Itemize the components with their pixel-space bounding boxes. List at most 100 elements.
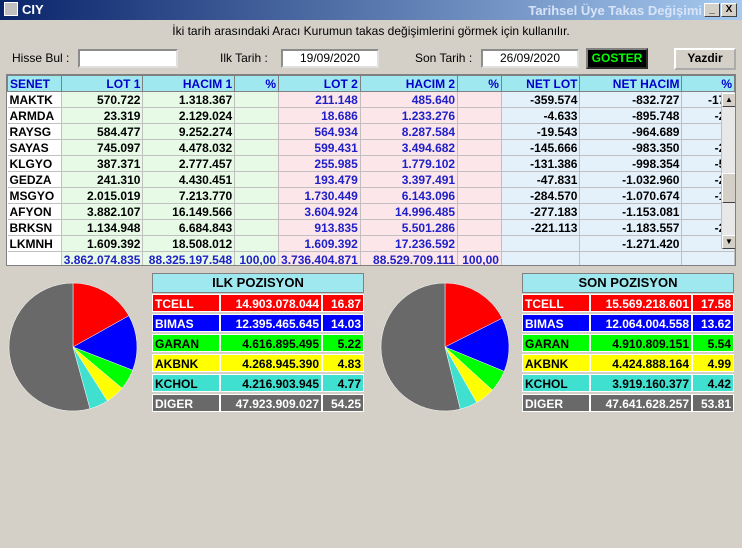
position-value: 4.268.945.390 bbox=[220, 354, 322, 372]
ilk-position-row: DIGER 47.923.909.027 54.25 bbox=[152, 394, 364, 412]
window-title: Tarihsel Üye Takas Değişimi bbox=[528, 3, 702, 18]
table-cell: 18.508.012 bbox=[142, 235, 236, 252]
table-cell: 913.835 bbox=[278, 219, 361, 236]
table-cell bbox=[234, 91, 280, 108]
total-cell: 100,00 bbox=[234, 251, 280, 265]
col-header-pct3[interactable]: % bbox=[681, 75, 735, 92]
son-position-row: AKBNK 4.424.888.164 4.99 bbox=[522, 354, 734, 372]
table-row[interactable]: MAKTK 570.722 1.318.367 211.148 485.640 -359.… bbox=[7, 91, 735, 108]
table-cell: -284.570 bbox=[501, 187, 581, 204]
col-header-nethacim[interactable]: NET HACIM bbox=[579, 75, 683, 92]
table-row[interactable]: MSGYO 2.015.019 7.213.770 1.730.449 6.143.09… bbox=[7, 187, 735, 204]
table-row[interactable]: LKMNH 1.609.392 18.508.012 1.609.392 17.236.… bbox=[7, 235, 735, 252]
table-cell: 7.213.770 bbox=[142, 187, 236, 204]
table-cell: ARMDA bbox=[7, 107, 62, 124]
table-cell: GEDZA bbox=[7, 171, 62, 188]
app-title-text: CIY bbox=[22, 2, 44, 17]
col-header-lot1[interactable]: LOT 1 bbox=[60, 75, 144, 92]
son-pie-chart bbox=[380, 282, 510, 412]
pie-slice-tcell bbox=[444, 282, 503, 348]
position-symbol: GARAN bbox=[152, 334, 220, 352]
pie-slice-tcell bbox=[72, 282, 130, 348]
position-value: 4.424.888.164 bbox=[590, 354, 692, 372]
table-cell: 2.129.024 bbox=[142, 107, 236, 124]
scroll-up-icon[interactable]: ▲ bbox=[722, 93, 735, 107]
position-percent: 14.03 bbox=[322, 314, 364, 332]
position-percent: 16.87 bbox=[322, 294, 364, 312]
table-cell: KLGYO bbox=[7, 155, 62, 172]
table-cell: 17.236.592 bbox=[360, 235, 459, 252]
table-cell: 211.148 bbox=[278, 91, 361, 108]
col-header-lot2[interactable]: LOT 2 bbox=[278, 75, 361, 92]
table-cell: 6.143.096 bbox=[360, 187, 459, 204]
son-position-row: TCELL 15.569.218.601 17.58 bbox=[522, 294, 734, 312]
col-header-netlot[interactable]: NET LOT bbox=[500, 75, 581, 92]
total-cell bbox=[681, 251, 735, 265]
pie-slice-diger bbox=[380, 282, 461, 412]
table-cell: 16.149.566 bbox=[142, 203, 236, 220]
pie-slice-diger bbox=[8, 282, 91, 412]
app-title: CIY bbox=[4, 2, 44, 17]
data-grid[interactable]: SENET LOT 1 HACIM 1 % LOT 2 HACIM 2 % NE… bbox=[6, 74, 736, 266]
table-cell: MSGYO bbox=[7, 187, 62, 204]
position-symbol: KCHOL bbox=[152, 374, 220, 392]
table-cell: 193.479 bbox=[278, 171, 361, 188]
table-body: MAKTK 570.722 1.318.367 211.148 485.640 -359.… bbox=[7, 91, 735, 265]
table-cell bbox=[234, 123, 280, 140]
table-cell: RAYSG bbox=[7, 123, 62, 140]
data-table: SENET LOT 1 HACIM 1 % LOT 2 HACIM 2 % NE… bbox=[7, 75, 735, 265]
position-symbol: AKBNK bbox=[152, 354, 220, 372]
position-percent: 4.83 bbox=[322, 354, 364, 372]
scroll-down-icon[interactable]: ▼ bbox=[722, 235, 735, 249]
pie-slice-bimas bbox=[72, 315, 138, 371]
search-input[interactable] bbox=[78, 49, 178, 68]
table-cell: -221.113 bbox=[501, 219, 581, 236]
vertical-scrollbar[interactable]: ▲ ▼ bbox=[721, 93, 735, 249]
table-cell bbox=[234, 203, 280, 220]
table-cell: -359.574 bbox=[501, 91, 581, 108]
minimize-button[interactable]: _ bbox=[704, 3, 720, 17]
end-date-input[interactable]: 26/09/2020 bbox=[481, 49, 579, 68]
table-row[interactable]: RAYSG 584.477 9.252.274 564.934 8.287.584 -19… bbox=[7, 123, 735, 140]
position-value: 47.641.628.257 bbox=[590, 394, 692, 412]
table-cell: 1.609.392 bbox=[61, 235, 144, 252]
print-button[interactable]: Yazdir bbox=[674, 48, 736, 70]
scroll-thumb[interactable] bbox=[722, 173, 735, 203]
table-row[interactable]: GEDZA 241.310 4.430.451 193.479 3.397.491 -47… bbox=[7, 171, 735, 188]
total-cell bbox=[7, 251, 62, 265]
table-cell: 1.318.367 bbox=[142, 91, 236, 108]
start-date-input[interactable]: 19/09/2020 bbox=[281, 49, 379, 68]
table-cell bbox=[234, 139, 280, 156]
close-button[interactable]: X bbox=[721, 3, 737, 17]
col-header-hacim2[interactable]: HACIM 2 bbox=[359, 75, 459, 92]
position-percent: 17.58 bbox=[692, 294, 734, 312]
table-cell: MAKTK bbox=[7, 91, 62, 108]
position-symbol: KCHOL bbox=[522, 374, 590, 392]
position-symbol: BIMAS bbox=[522, 314, 590, 332]
table-cell bbox=[234, 187, 280, 204]
table-cell: 3.397.491 bbox=[360, 171, 459, 188]
col-header-pct2[interactable]: % bbox=[457, 75, 502, 92]
table-cell: 4.478.032 bbox=[142, 139, 236, 156]
position-symbol: TCELL bbox=[152, 294, 220, 312]
table-row[interactable]: ARMDA 23.319 2.129.024 18.686 1.233.276 -4.63… bbox=[7, 107, 735, 124]
table-row[interactable]: SAYAS 745.097 4.478.032 599.431 3.494.682 -14… bbox=[7, 139, 735, 156]
position-symbol: DIGER bbox=[152, 394, 220, 412]
table-cell: 1.730.449 bbox=[278, 187, 361, 204]
position-symbol: GARAN bbox=[522, 334, 590, 352]
table-cell bbox=[234, 235, 280, 252]
table-cell bbox=[234, 155, 280, 172]
col-header-hacim1[interactable]: HACIM 1 bbox=[142, 75, 236, 92]
col-header-senet[interactable]: SENET bbox=[7, 75, 62, 92]
table-cell: 485.640 bbox=[360, 91, 459, 108]
show-button[interactable]: GOSTER bbox=[586, 48, 648, 69]
table-cell: -47.831 bbox=[501, 171, 581, 188]
table-row[interactable]: AFYON 3.882.107 16.149.566 3.604.924 14.996.… bbox=[7, 203, 735, 220]
table-cell: -1.271.420 bbox=[579, 235, 683, 252]
table-cell: -998.354 bbox=[579, 155, 683, 172]
col-header-pct1[interactable]: % bbox=[234, 75, 280, 92]
table-row[interactable]: KLGYO 387.371 2.777.457 255.985 1.779.102 -13… bbox=[7, 155, 735, 172]
table-row[interactable]: BRKSN 1.134.948 6.684.843 913.835 5.501.286 -… bbox=[7, 219, 735, 236]
table-cell: 2.015.019 bbox=[61, 187, 144, 204]
ilk-position-row: GARAN 4.616.895.495 5.22 bbox=[152, 334, 364, 352]
